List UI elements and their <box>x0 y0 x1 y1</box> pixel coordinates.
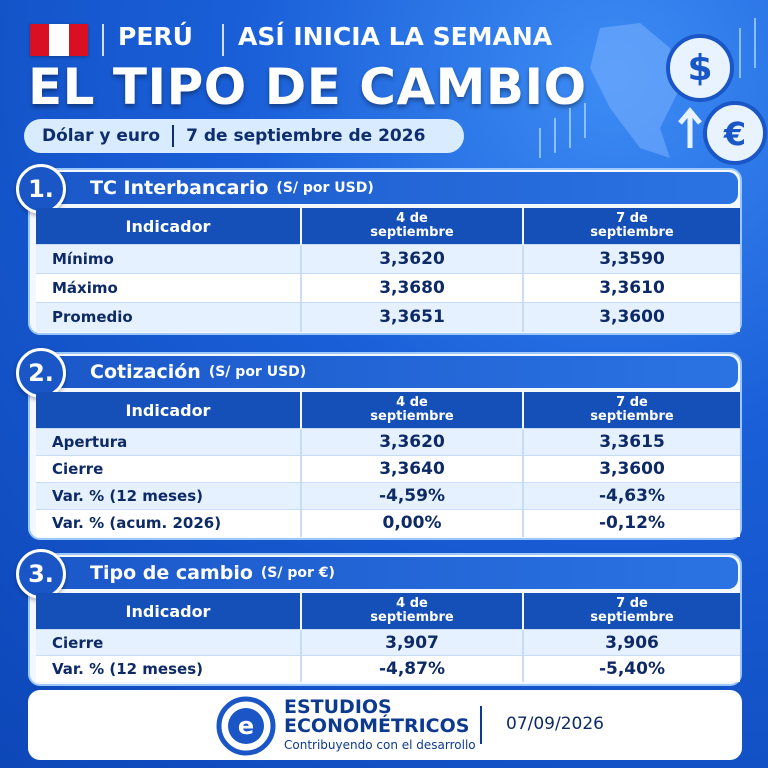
column-header: 7 de septiembre <box>522 593 740 630</box>
table-row: Mínimo 3,3620 3,3590 <box>36 244 740 274</box>
column-header-text: 7 de septiembre <box>590 395 674 424</box>
section-title: TC Interbancario <box>90 177 269 199</box>
row-label: Promedio <box>36 302 301 332</box>
column-header: Indicador <box>36 392 301 429</box>
column-header-text: 7 de septiembre <box>590 596 674 625</box>
row-label: Var. % (acum. 2026) <box>36 509 301 537</box>
table-row: Apertura 3,3620 3,3615 <box>36 428 740 456</box>
cell-value: 3,3620 <box>300 244 523 274</box>
cell-value: -0,12% <box>522 509 740 537</box>
table-row: Cierre 3,907 3,906 <box>36 629 740 656</box>
svg-text:e: e <box>238 712 254 740</box>
footer-date: 07/09/2026 <box>506 714 604 734</box>
cell-value: 3,3615 <box>522 428 740 456</box>
cell-value: 3,3640 <box>300 455 523 483</box>
header-row: Indicador 4 de septiembre 7 de septiembre <box>36 593 740 630</box>
row-label: Var. % (12 meses) <box>36 655 301 682</box>
brand-line2: ECONOMÉTRICOS <box>284 715 470 737</box>
table-row: Var. % (12 meses) -4,59% -4,63% <box>36 482 740 510</box>
table-row: Var. % (acum. 2026) 0,00% -0,12% <box>36 509 740 537</box>
column-header: 4 de septiembre <box>300 392 523 429</box>
separator <box>172 125 175 147</box>
section-number: 3. <box>16 549 66 599</box>
footer: e ESTUDIOS ECONOMÉTRICOS Contribuyendo c… <box>28 690 742 760</box>
row-label: Mínimo <box>36 244 301 274</box>
cell-value: 3,907 <box>300 629 523 656</box>
logo: e <box>216 696 276 756</box>
row-label: Cierre <box>36 455 301 483</box>
table-row: Máximo 3,3680 3,3610 <box>36 273 740 303</box>
brand-line1: ESTUDIOS <box>284 696 392 718</box>
column-header: 4 de septiembre <box>300 208 523 245</box>
data-table: Indicador 4 de septiembre 7 de septiembre C… <box>36 593 740 682</box>
row-label: Máximo <box>36 273 301 303</box>
header-row: Indicador 4 de septiembre 7 de septiembre <box>36 208 740 245</box>
subtitle-left: Dólar y euro <box>42 126 161 146</box>
cell-value: 3,3651 <box>300 302 523 332</box>
cell-value: 3,3610 <box>522 273 740 303</box>
svg-text:$: $ <box>687 48 712 89</box>
section-panel: TC Interbancario (S/ por USD) 1. Indicador 4… <box>16 164 742 335</box>
decoration: $ € <box>539 18 767 165</box>
separator <box>480 706 482 744</box>
section-unit: (S/ por €) <box>260 565 335 581</box>
cell-value: -4,63% <box>522 482 740 510</box>
section-title: Cotización <box>90 361 201 383</box>
row-label: Cierre <box>36 629 301 656</box>
peru-flag <box>30 24 88 56</box>
cell-value: 0,00% <box>300 509 523 537</box>
cell-value: 3,3590 <box>522 244 740 274</box>
data-table: Indicador 4 de septiembre 7 de septiembre A… <box>36 392 740 537</box>
data-table: Indicador 4 de septiembre 7 de septiembre M… <box>36 208 740 332</box>
cell-value: 3,3600 <box>522 455 740 483</box>
section-title-bar: Cotización (S/ por USD) <box>44 356 738 388</box>
country: PERÚ <box>118 22 193 51</box>
column-header: 7 de septiembre <box>522 392 740 429</box>
section-unit: (S/ por USD) <box>276 180 374 196</box>
column-header: 7 de septiembre <box>522 208 740 245</box>
cell-value: 3,906 <box>522 629 740 656</box>
section-title-bar: Tipo de cambio (S/ por €) <box>44 557 738 589</box>
cell-value: 3,3620 <box>300 428 523 456</box>
slogan: Contribuyendo con el desarrollo <box>284 738 476 752</box>
section-title: Tipo de cambio <box>90 562 253 584</box>
table-row: Promedio 3,3651 3,3600 <box>36 302 740 332</box>
column-header-text: 4 de septiembre <box>370 395 454 424</box>
column-header: Indicador <box>36 208 301 245</box>
column-header-text: 4 de septiembre <box>370 211 454 240</box>
cell-value: 3,3680 <box>300 273 523 303</box>
header-row: Indicador 4 de septiembre 7 de septiembre <box>36 392 740 429</box>
section-title-bar: TC Interbancario (S/ por USD) <box>44 172 738 204</box>
row-label: Apertura <box>36 428 301 456</box>
column-header-text: 7 de septiembre <box>590 211 674 240</box>
section-panel: Tipo de cambio (S/ por €) 3. Indicador 4 de … <box>16 549 742 686</box>
subtitle-pill: Dólar y euro 7 de septiembre de 2026 <box>24 119 464 153</box>
row-label: Var. % (12 meses) <box>36 482 301 510</box>
table-row: Cierre 3,3640 3,3600 <box>36 455 740 483</box>
cell-value: -4,87% <box>300 655 523 682</box>
separator <box>222 24 224 56</box>
main-title: EL TIPO DE CAMBIO <box>28 58 587 116</box>
column-header-text: 4 de septiembre <box>370 596 454 625</box>
section-unit: (S/ por USD) <box>208 364 307 380</box>
column-header: 4 de septiembre <box>300 593 523 630</box>
cell-value: -5,40% <box>522 655 740 682</box>
cell-value: -4,59% <box>300 482 523 510</box>
section-number: 1. <box>16 164 66 214</box>
tagline: ASÍ INICIA LA SEMANA <box>238 22 553 51</box>
separator <box>102 24 104 56</box>
cell-value: 3,3600 <box>522 302 740 332</box>
table-row: Var. % (12 meses) -4,87% -5,40% <box>36 655 740 682</box>
column-header: Indicador <box>36 593 301 630</box>
section-number: 2. <box>16 348 66 398</box>
svg-text:€: € <box>723 115 746 153</box>
section-panel: Cotización (S/ por USD) 2. Indicador 4 de se… <box>16 348 742 540</box>
subtitle-right: 7 de septiembre de 2026 <box>186 126 426 146</box>
